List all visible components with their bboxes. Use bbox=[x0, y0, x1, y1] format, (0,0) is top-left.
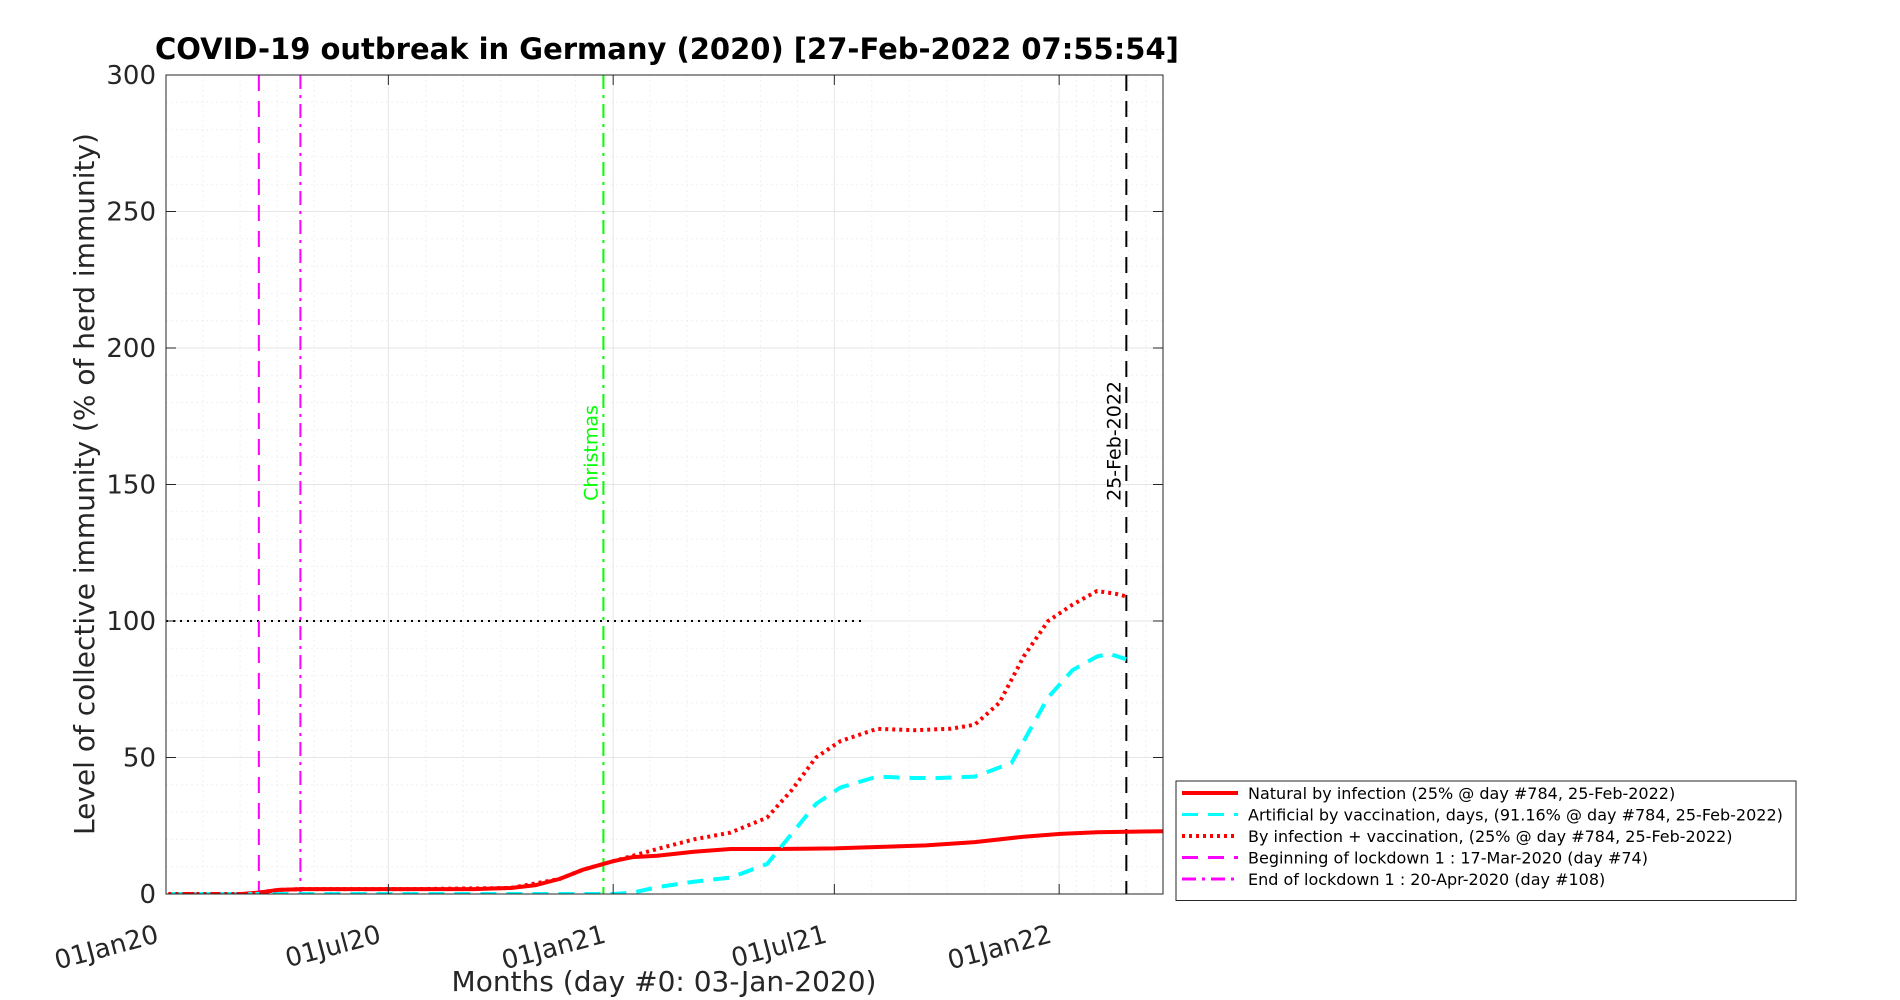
y-tick-label: 0 bbox=[139, 880, 156, 910]
legend-entry-label: Beginning of lockdown 1 : 17-Mar-2020 (d… bbox=[1248, 849, 1648, 868]
legend-entry-label: By infection + vaccination, (25% @ day #… bbox=[1248, 827, 1733, 846]
reference-line-label: 25-Feb-2022 bbox=[1103, 381, 1125, 501]
series-line bbox=[168, 651, 1127, 894]
y-tick-label: 50 bbox=[123, 744, 156, 774]
chart-title: COVID-19 outbreak in Germany (2020) [27-… bbox=[155, 32, 1179, 66]
y-tick-label: 300 bbox=[106, 61, 156, 91]
x-tick-label: 01Jul20 bbox=[282, 920, 384, 974]
series-line bbox=[168, 829, 1163, 894]
legend-entry-label: Artificial by vaccination, days, (91.16%… bbox=[1248, 806, 1783, 825]
series-line bbox=[168, 589, 1127, 894]
y-tick-label: 150 bbox=[106, 471, 156, 501]
legend-entry-label: End of lockdown 1 : 20-Apr-2020 (day #10… bbox=[1248, 870, 1605, 889]
reference-line-label: Christmas bbox=[580, 405, 602, 501]
reference-lines: Christmas 25-Feb-2022 bbox=[166, 75, 1128, 894]
series-lines bbox=[168, 589, 1163, 894]
x-tick-label: 01Jan22 bbox=[945, 920, 1055, 976]
legend-box bbox=[1175, 780, 1797, 901]
x-axis-label: Months (day #0: 03-Jan-2020) bbox=[452, 965, 877, 998]
y-tick-label: 100 bbox=[106, 607, 156, 637]
legend: Natural by infection (25% @ day #784, 25… bbox=[1175, 780, 1797, 901]
y-tick-label: 200 bbox=[106, 334, 156, 364]
x-tick-label: 01Jan20 bbox=[51, 920, 161, 976]
y-axis-label: Level of collective immunity (% of herd … bbox=[68, 133, 101, 835]
y-tick-label: 250 bbox=[106, 198, 156, 228]
legend-entry-label: Natural by infection (25% @ day #784, 25… bbox=[1248, 784, 1675, 803]
